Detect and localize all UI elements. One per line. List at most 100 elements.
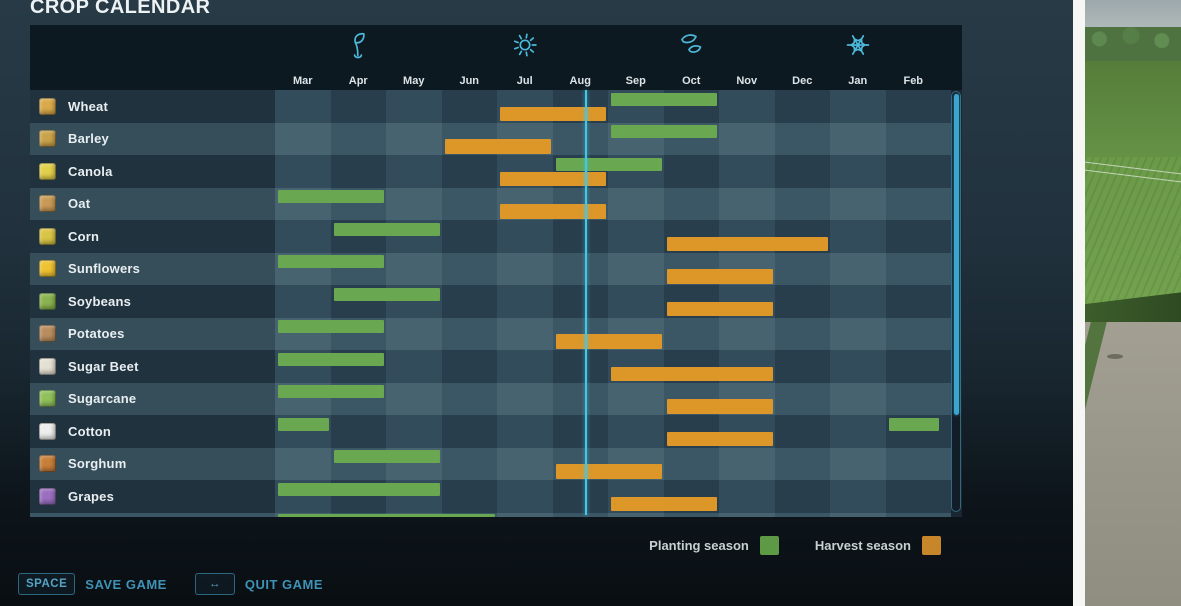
- calendar-cell: [386, 415, 442, 448]
- calendar-cell: [663, 155, 719, 188]
- save-game-button[interactable]: SPACE SAVE GAME: [18, 573, 167, 595]
- tree-line: [1085, 27, 1181, 61]
- crop-name: Corn: [68, 228, 100, 244]
- calendar-cell: [830, 447, 886, 480]
- calendar-cell: [497, 415, 553, 448]
- planting-season-bar: [555, 157, 662, 171]
- crop-row: Barley: [30, 122, 951, 155]
- calendar-cell: [719, 155, 775, 188]
- calendar-cell: [719, 90, 775, 123]
- month-label-mar: Mar: [292, 75, 313, 87]
- calendar-cell: [719, 447, 775, 480]
- calendar-cell: [552, 350, 608, 383]
- corn-icon: [39, 227, 56, 245]
- crop-row: Canola: [30, 155, 951, 188]
- scrollbar-track[interactable]: [951, 91, 961, 512]
- calendar-cell: [830, 285, 886, 318]
- crop-label: Sugarcane: [30, 382, 275, 415]
- harvest-season-bar: [666, 269, 773, 284]
- crop-row: Sunflowers: [30, 252, 951, 285]
- calendar-cell: [719, 187, 775, 220]
- crop-label: Canola: [30, 155, 275, 188]
- planting-season-bar: [611, 92, 717, 106]
- quit-game-button[interactable]: ↔ QUIT GAME: [194, 573, 323, 595]
- hotkey-label: SAVE GAME: [85, 576, 167, 592]
- planting-season-bar: [611, 125, 717, 138]
- calendar-cell: [774, 155, 830, 188]
- planting-season-bar: [278, 513, 495, 517]
- page-title: CROP CALENDAR: [30, 0, 211, 18]
- calendar-cell: [830, 350, 886, 383]
- month-label-jun: Jun: [459, 75, 480, 87]
- calendar-cell: [275, 447, 331, 480]
- calendar-cell: [885, 382, 941, 415]
- crop-name: Cotton: [68, 423, 112, 439]
- calendar-cell: [774, 350, 830, 383]
- month-label-oct: Oct: [682, 75, 701, 87]
- calendar-cell: [830, 415, 886, 448]
- calendar-cell: [552, 480, 608, 513]
- planting-season-bar: [333, 222, 440, 236]
- month-label-feb: Feb: [903, 75, 924, 87]
- calendar-cell: [885, 252, 941, 285]
- calendar-cell: [774, 447, 830, 480]
- calendar-cell: [774, 252, 830, 285]
- calendar-cell: [552, 285, 608, 318]
- planting-season-bar: [278, 352, 384, 366]
- calendar-cell: [774, 285, 830, 318]
- calendar-cell: [386, 350, 442, 383]
- crop-name: Oat: [68, 196, 91, 212]
- planting-season-bar: [333, 287, 440, 301]
- crop-row: Oat: [30, 187, 951, 220]
- crop-row: Grapes: [30, 480, 951, 513]
- screenshot-divider: [1073, 0, 1085, 606]
- calendar-grid: Wheat Barley Canola Oat Corn Sunflowers Soybea…: [30, 90, 962, 517]
- calendar-cell: [497, 350, 553, 383]
- calendar-cell: [885, 447, 941, 480]
- crop-name: Sugar Beet: [68, 358, 139, 374]
- planting-season-bar: [278, 417, 329, 431]
- calendar-cell: [330, 122, 386, 155]
- harvest-season-bar: [500, 171, 606, 186]
- sunflower-icon: [39, 260, 56, 278]
- calendar-cell: [441, 382, 497, 415]
- calendar-cell: [774, 512, 830, 517]
- calendar-cell: [386, 90, 442, 123]
- current-date-line: [585, 90, 588, 515]
- calendar-cell: [441, 187, 497, 220]
- cotton-icon: [39, 422, 56, 440]
- month-label-dec: Dec: [792, 75, 813, 87]
- grapes-icon: [39, 487, 56, 505]
- legend-planting-label: Planting season: [649, 538, 749, 553]
- calendar-cell: [608, 187, 664, 220]
- scrollbar-thumb[interactable]: [953, 94, 959, 415]
- crop-label: Barley: [30, 122, 275, 155]
- crop-label: Corn: [30, 220, 275, 253]
- crop-row: Corn: [30, 220, 951, 253]
- calendar-cell: [885, 155, 941, 188]
- planting-season-bar: [333, 450, 440, 463]
- planting-season-bar: [278, 482, 440, 496]
- canola-icon: [39, 162, 56, 180]
- harvest-season-bar: [611, 366, 773, 381]
- soybeans-icon: [39, 292, 56, 310]
- calendar-cell: [330, 155, 386, 188]
- harvest-season-bar: [666, 399, 773, 414]
- calendar-cell: [330, 90, 386, 123]
- field-far: [1085, 61, 1181, 157]
- sugar-beet-icon: [39, 357, 56, 375]
- footer-hotkeys: SPACE SAVE GAME ↔ QUIT GAME: [18, 573, 323, 595]
- calendar-cell: [441, 317, 497, 350]
- crop-calendar-panel: Mar Apr May Jun Jul Aug Sep Oct Nov Dec Jan Feb Whe…: [30, 25, 962, 517]
- field-near: [1085, 157, 1181, 303]
- calendar-cell: [386, 382, 442, 415]
- calendar-cell: [885, 350, 941, 383]
- crop-label: Oat: [30, 187, 275, 220]
- month-label-sep: Sep: [625, 75, 646, 87]
- crop-label: Cotton: [30, 415, 275, 448]
- calendar-cell: [774, 317, 830, 350]
- calendar-cell: [774, 90, 830, 123]
- calendar-cell: [441, 285, 497, 318]
- crop-name: Grapes: [68, 488, 115, 504]
- calendar-cell: [441, 350, 497, 383]
